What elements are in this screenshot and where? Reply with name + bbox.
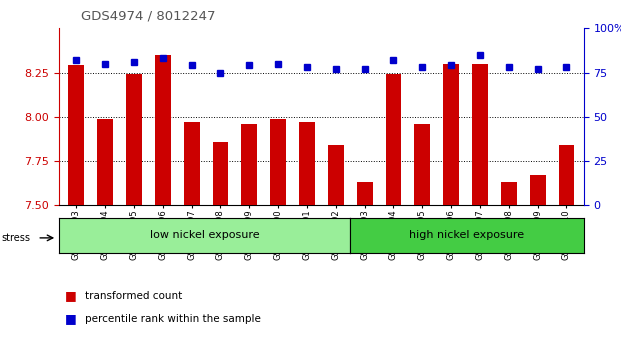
Bar bbox=[270, 119, 286, 205]
Text: ■: ■ bbox=[65, 289, 77, 302]
Bar bbox=[299, 122, 315, 205]
Bar bbox=[472, 64, 488, 205]
Text: low nickel exposure: low nickel exposure bbox=[150, 230, 260, 240]
Text: transformed count: transformed count bbox=[85, 291, 183, 301]
Bar bbox=[356, 182, 373, 205]
Bar bbox=[414, 124, 430, 205]
Bar bbox=[386, 74, 401, 205]
Bar bbox=[242, 124, 257, 205]
Bar bbox=[126, 74, 142, 205]
Bar bbox=[328, 145, 343, 205]
Bar bbox=[558, 145, 574, 205]
Bar bbox=[212, 142, 229, 205]
Bar bbox=[155, 55, 171, 205]
Text: percentile rank within the sample: percentile rank within the sample bbox=[85, 314, 261, 324]
Bar bbox=[443, 64, 459, 205]
Bar bbox=[184, 122, 199, 205]
Text: high nickel exposure: high nickel exposure bbox=[409, 230, 525, 240]
Bar bbox=[530, 175, 545, 205]
Text: ■: ■ bbox=[65, 312, 77, 325]
Bar bbox=[501, 182, 517, 205]
Bar bbox=[97, 119, 113, 205]
Text: stress: stress bbox=[2, 233, 31, 243]
Bar bbox=[68, 65, 84, 205]
Text: GDS4974 / 8012247: GDS4974 / 8012247 bbox=[81, 10, 215, 22]
